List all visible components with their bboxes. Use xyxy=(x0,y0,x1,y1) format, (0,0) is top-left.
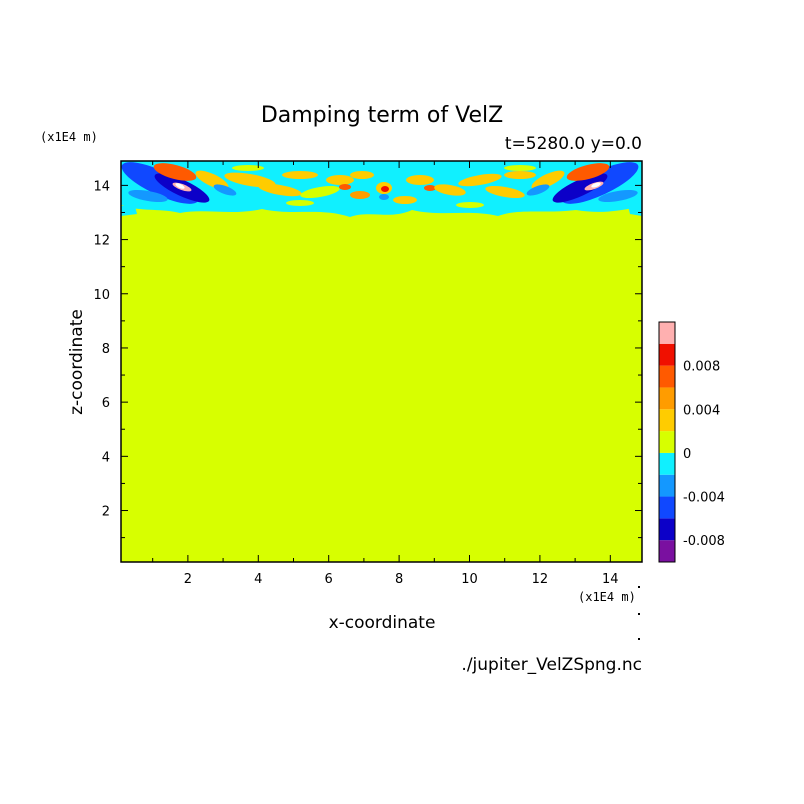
x-tick-label: 6 xyxy=(325,572,333,587)
y-tick-label: 4 xyxy=(102,450,110,465)
corner-mark xyxy=(638,613,640,615)
colorbar-level xyxy=(659,540,675,562)
damping-feature xyxy=(282,171,318,179)
x-tick-label: 4 xyxy=(254,572,262,587)
damping-feature xyxy=(213,184,237,196)
colorbar-level xyxy=(659,452,675,475)
x-tick-label: 8 xyxy=(395,572,403,587)
damping-feature xyxy=(598,189,638,203)
x-axis-title: x-coordinate xyxy=(329,613,436,633)
y-tick-label: 8 xyxy=(102,342,110,357)
y-tick-label: 6 xyxy=(102,396,110,411)
axes xyxy=(120,160,643,563)
damping-feature xyxy=(504,165,536,171)
colorbar-level xyxy=(659,474,675,497)
damping-feature xyxy=(153,163,197,181)
damping-features xyxy=(121,161,642,217)
damping-feature xyxy=(350,171,374,179)
colorbar-tick-label: -0.008 xyxy=(683,534,725,549)
damping-feature xyxy=(128,189,168,203)
x-tick-label: 2 xyxy=(184,572,192,587)
colorbar-tick-labels: 0.008 0.004 0 -0.004 -0.008 xyxy=(683,360,725,550)
damping-feature xyxy=(458,173,502,187)
y-axis-title: z-coordinate xyxy=(67,309,87,415)
chart-title: Damping term of VelZ xyxy=(261,103,503,128)
peak-marker xyxy=(591,182,601,188)
damping-feature xyxy=(258,183,302,197)
colorbar-level xyxy=(659,496,675,519)
x-tick-label: 14 xyxy=(602,572,619,587)
damping-feature xyxy=(379,194,389,200)
y-tick-label: 10 xyxy=(93,288,110,303)
negative-band xyxy=(628,206,642,216)
damping-feature xyxy=(552,173,608,203)
damping-feature xyxy=(566,163,610,181)
x-tick-label: 10 xyxy=(461,572,478,587)
colorbar-level xyxy=(659,409,675,432)
peak-marker xyxy=(175,183,185,189)
damping-feature xyxy=(456,202,484,208)
damping-feature xyxy=(434,184,466,196)
x-unit-label: (x1E4 m) xyxy=(578,590,636,604)
y-axis-ticks: 2 4 6 8 10 12 14 xyxy=(93,179,642,539)
colorbar-level xyxy=(659,343,675,366)
x-axis-ticks: 2 4 6 8 10 12 14 xyxy=(152,161,619,587)
field-background xyxy=(121,161,642,562)
colorbar xyxy=(658,321,676,563)
damping-feature xyxy=(393,196,417,204)
colorbar-level xyxy=(659,387,675,410)
negative-band xyxy=(121,206,137,216)
colorbar-level xyxy=(659,322,675,344)
damping-feature xyxy=(300,185,340,199)
y-unit-label: (x1E4 m) xyxy=(40,130,98,144)
damping-feature xyxy=(424,185,436,191)
colorbar-frame xyxy=(658,321,676,563)
corner-mark xyxy=(638,638,640,640)
damping-feature xyxy=(339,184,351,190)
colorbar-level xyxy=(659,365,675,388)
damping-feature xyxy=(286,200,314,206)
damping-feature xyxy=(406,175,434,185)
y-tick-label: 14 xyxy=(93,179,110,194)
colorbar-tick-label: 0.004 xyxy=(683,403,720,418)
damping-feature xyxy=(326,175,354,185)
corner-marks xyxy=(638,586,640,640)
y-tick-label: 12 xyxy=(93,234,110,249)
damping-feature xyxy=(350,191,370,199)
colorbar-level xyxy=(659,518,675,541)
damping-feature xyxy=(232,165,264,171)
colorbar-tick-label: 0.008 xyxy=(683,360,720,375)
source-filename: ./jupiter_VelZSpng.nc xyxy=(461,655,642,675)
damping-feature xyxy=(381,186,389,192)
x-tick-label: 12 xyxy=(532,572,549,587)
time-label: t=5280.0 y=0.0 xyxy=(505,134,642,154)
y-tick-label: 2 xyxy=(102,505,110,520)
damping-feature xyxy=(224,172,276,188)
colorbar-level xyxy=(659,431,675,453)
colorbar-tick-label: 0 xyxy=(683,447,691,462)
damping-feature xyxy=(504,171,536,179)
plot-frame xyxy=(120,160,643,563)
colorbar-tick-label: -0.004 xyxy=(683,491,725,506)
damping-feature xyxy=(531,170,565,190)
damping-feature xyxy=(485,185,525,199)
corner-mark xyxy=(638,586,640,588)
damping-feature xyxy=(526,184,550,196)
plot-area xyxy=(121,161,642,562)
